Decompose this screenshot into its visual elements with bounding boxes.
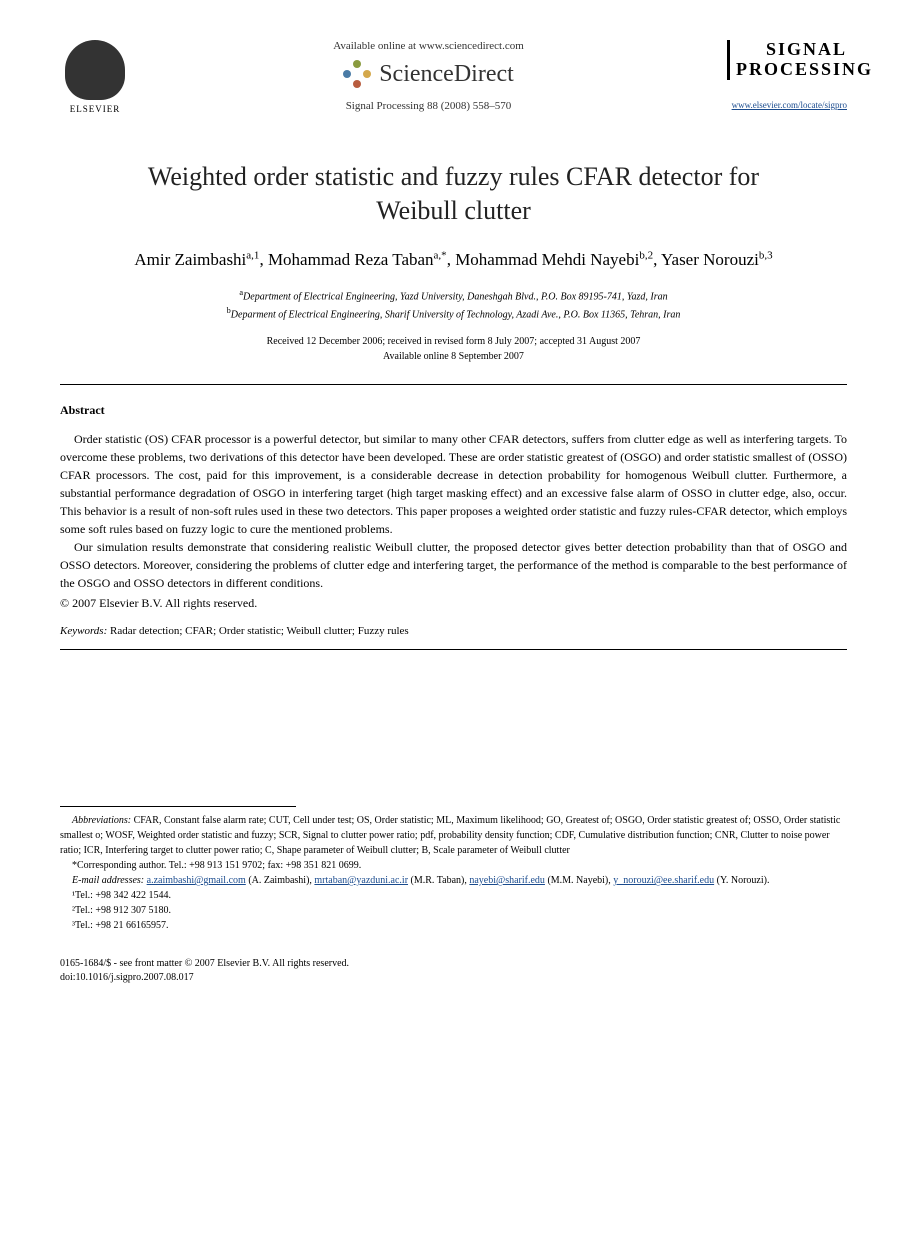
tel1-footnote: ¹Tel.: +98 342 422 1544.	[60, 888, 847, 903]
article-title: Weighted order statistic and fuzzy rules…	[120, 160, 787, 228]
abstract-p1: Order statistic (OS) CFAR processor is a…	[60, 430, 847, 538]
sciencedirect-logo: ScienceDirect	[150, 60, 707, 88]
tel2-footnote: ²Tel.: +98 912 307 5180.	[60, 903, 847, 918]
abbrev-label: Abbreviations:	[72, 815, 131, 826]
abstract-p2: Our simulation results demonstrate that …	[60, 538, 847, 592]
corresponding-author-footnote: *Corresponding author. Tel.: +98 913 151…	[60, 858, 847, 873]
abbrev-text: CFAR, Constant false alarm rate; CUT, Ce…	[60, 815, 840, 856]
tel3-footnote: ³Tel.: +98 21 66165957.	[60, 918, 847, 933]
affiliations: aDepartment of Electrical Engineering, Y…	[60, 287, 847, 322]
email-footnote: E-mail addresses: a.zaimbashi@gmail.com …	[60, 873, 847, 888]
footnotes-block: Abbreviations: CFAR, Constant false alar…	[60, 800, 847, 933]
citation-text: Signal Processing 88 (2008) 558–570	[150, 100, 707, 112]
keywords-label: Keywords:	[60, 625, 107, 637]
affiliation-b: bDeparment of Electrical Engineering, Sh…	[60, 305, 847, 322]
header-row: ELSEVIER Available online at www.science…	[60, 40, 847, 120]
abstract-body: Order statistic (OS) CFAR processor is a…	[60, 430, 847, 592]
copyright-text: © 2007 Elsevier B.V. All rights reserved…	[60, 596, 847, 611]
journal-logo-block: SIGNAL PROCESSING www.elsevier.com/locat…	[727, 40, 847, 110]
journal-title: SIGNAL PROCESSING	[727, 40, 847, 80]
elsevier-logo: ELSEVIER	[60, 40, 130, 120]
article-dates: Received 12 December 2006; received in r…	[60, 334, 847, 364]
journal-title-line2: PROCESSING	[736, 59, 873, 79]
abstract-heading: Abstract	[60, 403, 847, 418]
authors-list: Amir Zaimbashia,1, Mohammad Reza Tabana,…	[60, 248, 847, 272]
available-online-text: Available online at www.sciencedirect.co…	[150, 40, 707, 52]
footer-doi: doi:10.1016/j.sigpro.2007.08.017	[60, 971, 847, 985]
journal-title-line1: SIGNAL	[766, 39, 847, 59]
email-link[interactable]: y_norouzi@ee.sharif.edu	[613, 875, 714, 886]
footer-line1: 0165-1684/$ - see front matter © 2007 El…	[60, 957, 847, 971]
abbreviations-footnote: Abbreviations: CFAR, Constant false alar…	[60, 813, 847, 858]
affiliation-a: aDepartment of Electrical Engineering, Y…	[60, 287, 847, 304]
elsevier-tree-icon	[65, 40, 125, 100]
journal-url-link[interactable]: www.elsevier.com/locate/sigpro	[727, 100, 847, 110]
footnote-rule	[60, 806, 296, 807]
publisher-name: ELSEVIER	[70, 104, 121, 114]
sciencedirect-dots-icon	[343, 60, 371, 88]
footer-block: 0165-1684/$ - see front matter © 2007 El…	[60, 957, 847, 985]
dates-line1: Received 12 December 2006; received in r…	[60, 334, 847, 349]
divider-bottom	[60, 649, 847, 650]
dates-line2: Available online 8 September 2007	[60, 349, 847, 364]
platform-name: ScienceDirect	[379, 61, 514, 88]
email-label: E-mail addresses:	[72, 875, 144, 886]
email-link[interactable]: mrtaban@yazduni.ac.ir	[314, 875, 408, 886]
email-link[interactable]: nayebi@sharif.edu	[469, 875, 545, 886]
email-link[interactable]: a.zaimbashi@gmail.com	[147, 875, 246, 886]
keywords-line: Keywords: Radar detection; CFAR; Order s…	[60, 625, 847, 637]
header-center: Available online at www.sciencedirect.co…	[130, 40, 727, 112]
divider-top	[60, 384, 847, 385]
keywords-text: Radar detection; CFAR; Order statistic; …	[110, 625, 409, 637]
